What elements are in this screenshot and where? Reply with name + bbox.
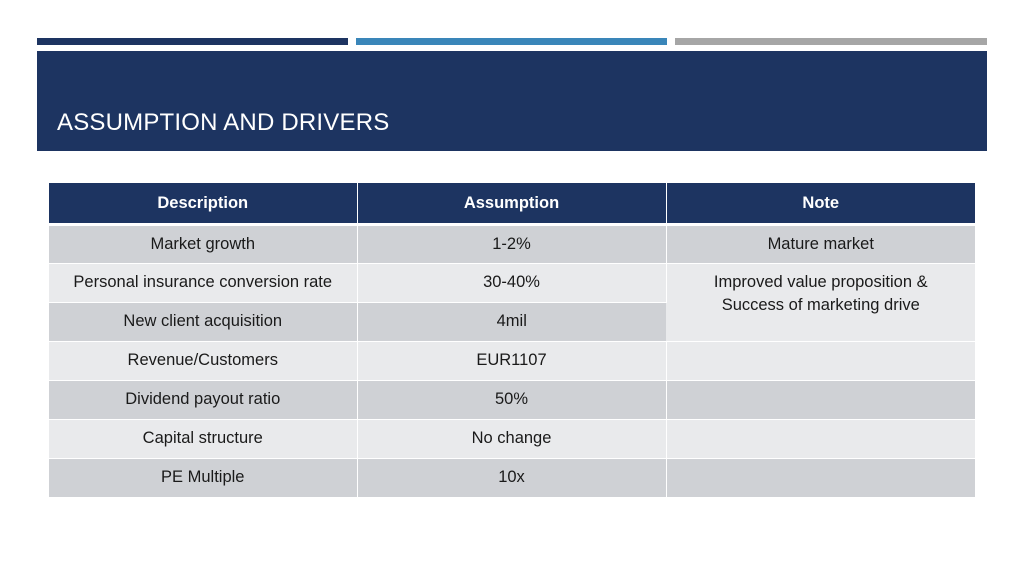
cell-note <box>666 419 975 459</box>
table-row: Revenue/Customers EUR1107 <box>49 341 975 381</box>
cell-description: Dividend payout ratio <box>49 380 358 420</box>
cell-assumption: 1-2% <box>357 224 667 264</box>
cell-assumption: 4mil <box>357 302 666 342</box>
title-banner: ASSUMPTION AND DRIVERS <box>37 51 987 151</box>
slide-title: ASSUMPTION AND DRIVERS <box>57 109 390 136</box>
header-note: Note <box>666 183 975 226</box>
cell-description: Revenue/Customers <box>49 341 358 381</box>
cell-description: Capital structure <box>49 419 358 459</box>
cell-assumption: 30-40% <box>357 263 667 303</box>
accent-bar-navy <box>37 38 348 45</box>
table-header-row: Description Assumption Note <box>49 183 975 226</box>
accent-bar-gray <box>675 38 987 45</box>
header-assumption: Assumption <box>357 183 667 226</box>
cell-note <box>666 341 975 381</box>
top-accent-bars <box>37 38 987 46</box>
cell-description: PE Multiple <box>49 458 358 498</box>
accent-bar-blue <box>356 38 667 45</box>
assumptions-table: Description Assumption Note Market growt… <box>49 183 975 498</box>
cell-assumption: 10x <box>357 458 667 498</box>
cell-assumption: 50% <box>357 380 667 420</box>
cell-note <box>666 380 975 420</box>
cell-note <box>666 458 975 498</box>
table-row: New client acquisition 4mil <box>49 302 975 342</box>
table-row: PE Multiple 10x <box>49 458 975 498</box>
table-row: Capital structure No change <box>49 419 975 459</box>
cell-assumption: No change <box>357 419 667 459</box>
header-description: Description <box>49 183 358 226</box>
cell-description: Personal insurance conversion rate <box>49 263 358 303</box>
cell-description: Market growth <box>49 224 358 264</box>
table-row: Personal insurance conversion rate 30-40… <box>49 263 975 342</box>
table-row: Dividend payout ratio 50% <box>49 380 975 420</box>
table-row: Market growth 1-2% Mature market <box>49 224 975 264</box>
cell-description: New client acquisition <box>49 302 358 342</box>
cell-note-merged: Improved value proposition & Success of … <box>666 263 975 342</box>
cell-assumption: EUR1107 <box>357 341 667 381</box>
cell-note: Mature market <box>666 224 975 264</box>
